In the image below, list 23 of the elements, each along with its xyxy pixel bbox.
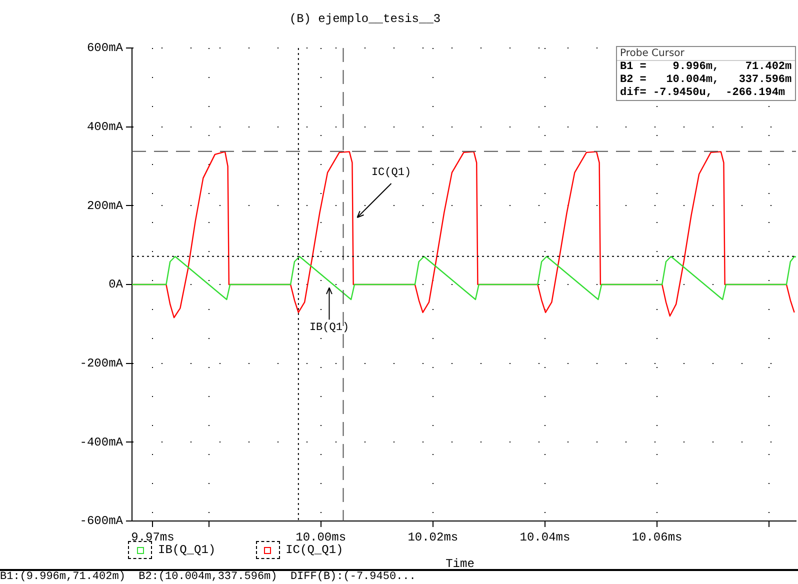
legend-label: IB(Q_Q1) [158, 543, 216, 557]
annotation: IC(Q1) [371, 166, 412, 179]
y-tick-label: 200mA [86, 198, 124, 213]
y-tick-label: -600mA [80, 514, 124, 528]
x-tick-label: 10.02ms [408, 530, 458, 544]
x-tick-label: 10.04ms [520, 530, 570, 544]
x-axis-title: Time [444, 557, 476, 571]
annotation: dif= -7.9450u, -266.194m [619, 87, 786, 100]
text: B1:(9.996m,71.402m) B2:(10.004m,337.596m) DIFF(B):(-7.9450... [0, 571, 416, 583]
x-tick-label: 10.06ms [632, 530, 682, 544]
legend-label: IC(Q_Q1) [286, 543, 344, 557]
y-tick-label: 400mA [86, 120, 124, 134]
annotation: B2 = 10.004m, 337.596m [619, 74, 793, 86]
y-tick-label: 600mA [86, 41, 124, 56]
y-tick-label: -400mA [80, 435, 124, 450]
annotation: Probe Cursor [617, 47, 795, 61]
x-tick-label: 9.97ms [131, 530, 174, 544]
chart-title: (B) ejemplo__tesis__3 [288, 12, 442, 26]
y-tick-label: -200mA [80, 356, 124, 371]
y-tick-label: 0A [108, 278, 124, 292]
x-tick-label: 10.00ms [296, 530, 346, 544]
annotation: IB(Q1) [309, 322, 350, 334]
annotation: B1 = 9.996m, 71.402m [619, 61, 793, 74]
